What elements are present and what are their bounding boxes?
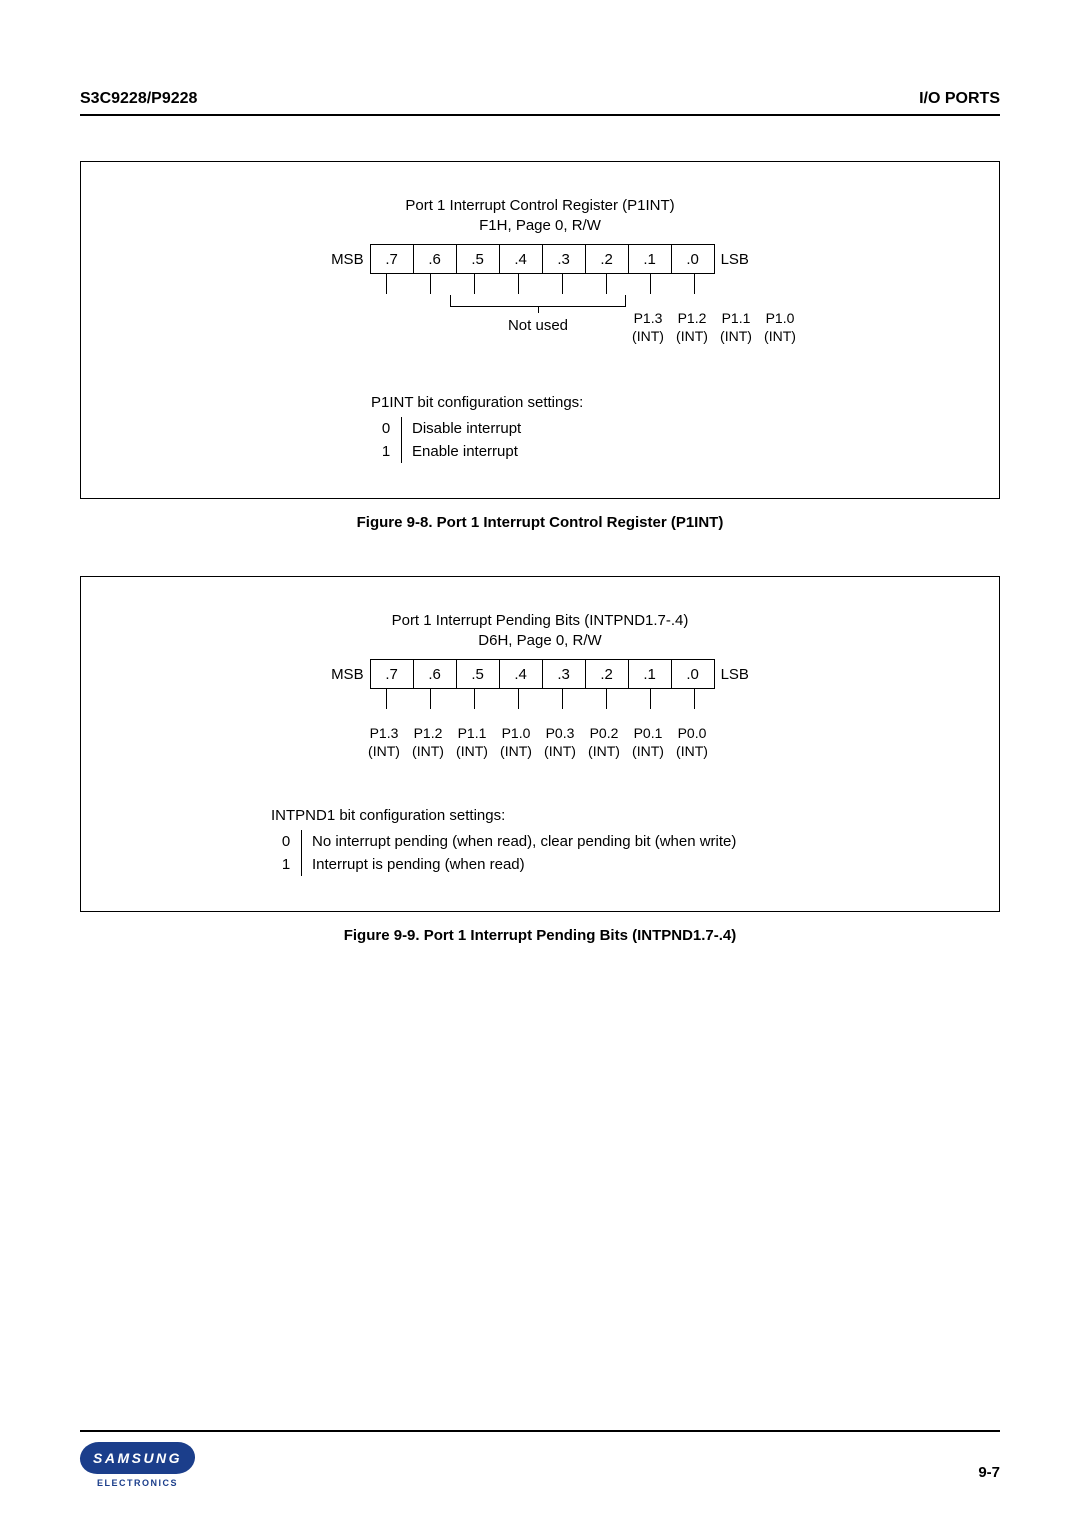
header-right: I/O PORTS xyxy=(919,90,1000,108)
bitcell: .3 xyxy=(542,244,586,274)
bitcell: .7 xyxy=(370,244,414,274)
fig8-bitcells: .7 .6 .5 .4 .3 .2 .1 .0 xyxy=(370,244,715,274)
fig8-notused-bracket xyxy=(450,295,626,307)
settings-row: 0 Disable interrupt xyxy=(371,417,969,440)
fig9-lsb: LSB xyxy=(715,666,755,683)
bitcell: .7 xyxy=(370,659,414,689)
fig9-pin: P0.1(INT) xyxy=(626,724,670,760)
bitcell: .0 xyxy=(671,244,715,274)
fig8-caption: Figure 9-8. Port 1 Interrupt Control Reg… xyxy=(80,514,1000,531)
fig8-notused-stem xyxy=(538,307,539,313)
bitcell: .5 xyxy=(456,244,500,274)
bitcell: .1 xyxy=(628,244,672,274)
figure-9-box: Port 1 Interrupt Pending Bits (INTPND1.7… xyxy=(80,576,1000,912)
fig9-pin: P1.2(INT) xyxy=(406,724,450,760)
settings-row: 1 Enable interrupt xyxy=(371,440,969,463)
bitcell: .0 xyxy=(671,659,715,689)
fig9-msb: MSB xyxy=(325,666,370,683)
fig9-bitrow: MSB .7 .6 .5 .4 .3 .2 .1 .0 LSB xyxy=(111,659,969,689)
fig9-title: Port 1 Interrupt Pending Bits (INTPND1.7… xyxy=(111,612,969,629)
fig9-subtitle: D6H, Page 0, R/W xyxy=(111,632,969,649)
fig8-labels: Not used P1.3(INT) P1.2(INT) P1.1(INT) P… xyxy=(170,309,910,364)
settings-row: 0 No interrupt pending (when read), clea… xyxy=(271,830,969,853)
fig8-bitrow: MSB .7 .6 .5 .4 .3 .2 .1 .0 LSB xyxy=(111,244,969,274)
bitcell: .2 xyxy=(585,659,629,689)
samsung-logo: SAMSUNG ELECTRONICS xyxy=(80,1442,195,1488)
bitcell: .4 xyxy=(499,659,543,689)
fig8-title: Port 1 Interrupt Control Register (P1INT… xyxy=(111,197,969,214)
fig8-notused: Not used xyxy=(450,317,626,334)
fig8-pin: P1.1(INT) xyxy=(714,309,758,345)
bitcell: .6 xyxy=(413,659,457,689)
fig9-stubs xyxy=(364,689,716,724)
fig9-pin: P0.2(INT) xyxy=(582,724,626,760)
fig8-pin: P1.2(INT) xyxy=(670,309,714,345)
fig8-pin: P1.3(INT) xyxy=(626,309,670,345)
fig9-pin: P0.0(INT) xyxy=(670,724,714,760)
fig9-pin: P1.0(INT) xyxy=(494,724,538,760)
fig8-subtitle: F1H, Page 0, R/W xyxy=(111,217,969,234)
fig9-settings: INTPND1 bit configuration settings: 0 No… xyxy=(271,807,969,876)
header-left: S3C9228/P9228 xyxy=(80,90,197,108)
logo-oval: SAMSUNG xyxy=(79,1442,196,1474)
bitcell: .1 xyxy=(628,659,672,689)
bitcell: .5 xyxy=(456,659,500,689)
page-number: 9-7 xyxy=(978,1464,1000,1481)
fig8-pin: P1.0(INT) xyxy=(758,309,802,345)
logo-text: SAMSUNG xyxy=(93,1450,182,1466)
logo-sub: ELECTRONICS xyxy=(97,1478,178,1488)
bitcell: .3 xyxy=(542,659,586,689)
fig8-msb: MSB xyxy=(325,251,370,268)
bitcell: .6 xyxy=(413,244,457,274)
fig9-settings-title: INTPND1 bit configuration settings: xyxy=(271,807,969,824)
fig9-caption: Figure 9-9. Port 1 Interrupt Pending Bit… xyxy=(80,927,1000,944)
fig8-settings-title: P1INT bit configuration settings: xyxy=(371,394,969,411)
fig9-pin: P0.3(INT) xyxy=(538,724,582,760)
fig9-labels: P1.3(INT) P1.2(INT) P1.1(INT) P1.0(INT) … xyxy=(170,724,910,779)
fig8-settings: P1INT bit configuration settings: 0 Disa… xyxy=(371,394,969,463)
fig8-lsb: LSB xyxy=(715,251,755,268)
fig9-pin: P1.1(INT) xyxy=(450,724,494,760)
bitcell: .2 xyxy=(585,244,629,274)
figure-8-box: Port 1 Interrupt Control Register (P1INT… xyxy=(80,161,1000,499)
page-header: S3C9228/P9228 I/O PORTS xyxy=(80,90,1000,116)
fig9-pin: P1.3(INT) xyxy=(362,724,406,760)
settings-row: 1 Interrupt is pending (when read) xyxy=(271,853,969,876)
fig9-bitcells: .7 .6 .5 .4 .3 .2 .1 .0 xyxy=(370,659,715,689)
page-footer: SAMSUNG ELECTRONICS 9-7 xyxy=(80,1430,1000,1488)
bitcell: .4 xyxy=(499,244,543,274)
